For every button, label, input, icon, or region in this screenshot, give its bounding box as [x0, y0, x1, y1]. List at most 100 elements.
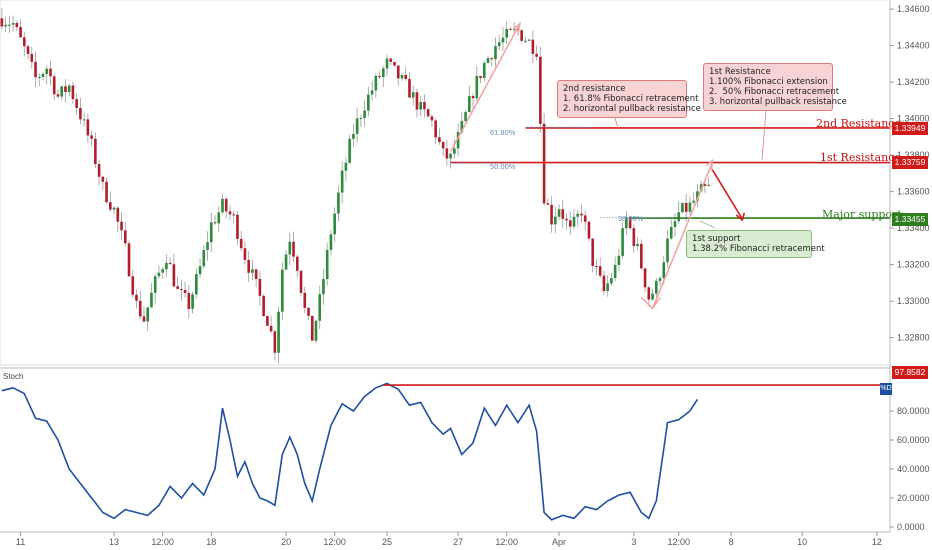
candle-body — [187, 293, 191, 309]
candle-body — [389, 58, 393, 62]
time-tick-label: 10 — [797, 537, 807, 547]
candle-body — [236, 214, 239, 239]
candle-body — [251, 269, 254, 273]
candle-body — [464, 111, 467, 122]
candle-body — [64, 86, 67, 92]
candle-body — [4, 24, 7, 27]
candle-body — [71, 85, 75, 100]
time-tick-label: Apr — [552, 537, 566, 547]
candle-body — [37, 76, 41, 78]
candle-body — [411, 92, 415, 98]
candle-body — [325, 249, 329, 280]
candle-body — [310, 315, 314, 341]
candle-body — [112, 207, 116, 210]
time-tick-label: 11 — [16, 537, 25, 547]
candle-body — [688, 202, 692, 212]
candle-body — [168, 262, 172, 265]
gridlines — [0, 0, 891, 533]
price-tick-label: 1.33200 — [897, 260, 930, 270]
candle-body — [613, 264, 617, 279]
candle-body — [355, 118, 359, 134]
extension-arrow-tail — [640, 296, 661, 310]
candle-body — [415, 92, 419, 110]
candle-body — [520, 30, 523, 41]
candle-body — [602, 275, 606, 291]
candle-body — [393, 61, 396, 66]
candle-body — [677, 212, 681, 222]
price-tag-1st-resistance: 1.33759 — [892, 156, 928, 169]
candle-body — [535, 53, 538, 57]
extension-arrow-head — [705, 158, 714, 171]
time-tick-label: 27 — [453, 537, 463, 547]
candle-body — [539, 56, 542, 124]
fib-label-61-8: 61.80% — [490, 128, 516, 137]
annotation-support-title: 1st support — [692, 234, 741, 244]
candle-body — [153, 276, 157, 293]
candle-body — [165, 262, 168, 270]
candle-body — [531, 39, 535, 54]
candle-body — [490, 58, 494, 60]
annotation-2nd-line-1: 1. 61.8% Fibonacci retracement — [563, 94, 699, 104]
annotation-1st-resistance: 1st Resistance 1.100% Fibonacci extensio… — [703, 63, 847, 111]
candle-body — [467, 96, 471, 112]
projection-arrow-line — [711, 169, 743, 220]
candle-body — [352, 133, 355, 139]
candle-body — [221, 198, 224, 213]
candle-body — [41, 73, 45, 77]
candle-body — [191, 294, 194, 309]
candle-body — [681, 202, 684, 213]
candle-body — [217, 212, 221, 224]
candle-body — [138, 300, 142, 317]
candle-body — [621, 228, 624, 256]
candle-body — [542, 123, 546, 204]
candle-body — [284, 254, 288, 270]
candle-body — [486, 58, 490, 63]
price-tick-label: 1.34000 — [897, 114, 930, 124]
level-1st-resistance-label: 1st Resistance — [820, 151, 901, 164]
candle-body — [632, 228, 636, 246]
candle-body — [546, 203, 550, 205]
stochastic-group — [1, 382, 890, 521]
candle-body — [669, 226, 673, 239]
candle-body — [471, 96, 475, 99]
candle-body — [15, 23, 19, 28]
candle-body — [441, 142, 445, 149]
annotation-2nd-line-2: 2. horizontal pullback resistance — [563, 104, 701, 114]
candle-body — [524, 40, 527, 42]
candle-body — [666, 238, 669, 263]
annotation-2nd-title: 2nd resistance — [563, 84, 626, 94]
candle-body — [30, 53, 34, 62]
time-tick-label: 12:00 — [323, 537, 346, 547]
candle-body — [123, 230, 127, 244]
candle-body — [408, 79, 411, 98]
candle-body — [576, 213, 580, 217]
candle-body — [202, 249, 206, 267]
candle-body — [494, 46, 497, 60]
stoch-d-badge: %D — [880, 383, 892, 395]
candle-body — [228, 211, 232, 215]
time-tick-label: 13 — [109, 537, 119, 547]
candle-body — [79, 107, 82, 120]
candle-body — [550, 204, 553, 225]
candle-body — [116, 207, 120, 222]
candle-body — [557, 209, 561, 217]
candle-body — [318, 294, 322, 321]
price-tag-2nd-resistance: 1.33949 — [892, 122, 928, 135]
time-tick-label: 25 — [382, 537, 392, 547]
candle-body — [120, 221, 123, 231]
candle-body — [67, 85, 71, 92]
price-tick-label: 1.33800 — [897, 150, 930, 160]
stoch-tick-label: 0.0000 — [897, 522, 925, 532]
callout-pointer-support — [699, 220, 716, 229]
candle-body — [572, 216, 576, 227]
time-tick-label: 12:00 — [495, 537, 518, 547]
candle-body — [157, 272, 161, 277]
candle-body — [97, 164, 101, 177]
candle-body — [262, 295, 265, 317]
candle-body — [60, 86, 64, 97]
stoch-title: Stoch — [3, 372, 24, 381]
candle-body — [49, 68, 52, 77]
candle-body — [135, 294, 138, 301]
candle-body — [640, 243, 643, 269]
